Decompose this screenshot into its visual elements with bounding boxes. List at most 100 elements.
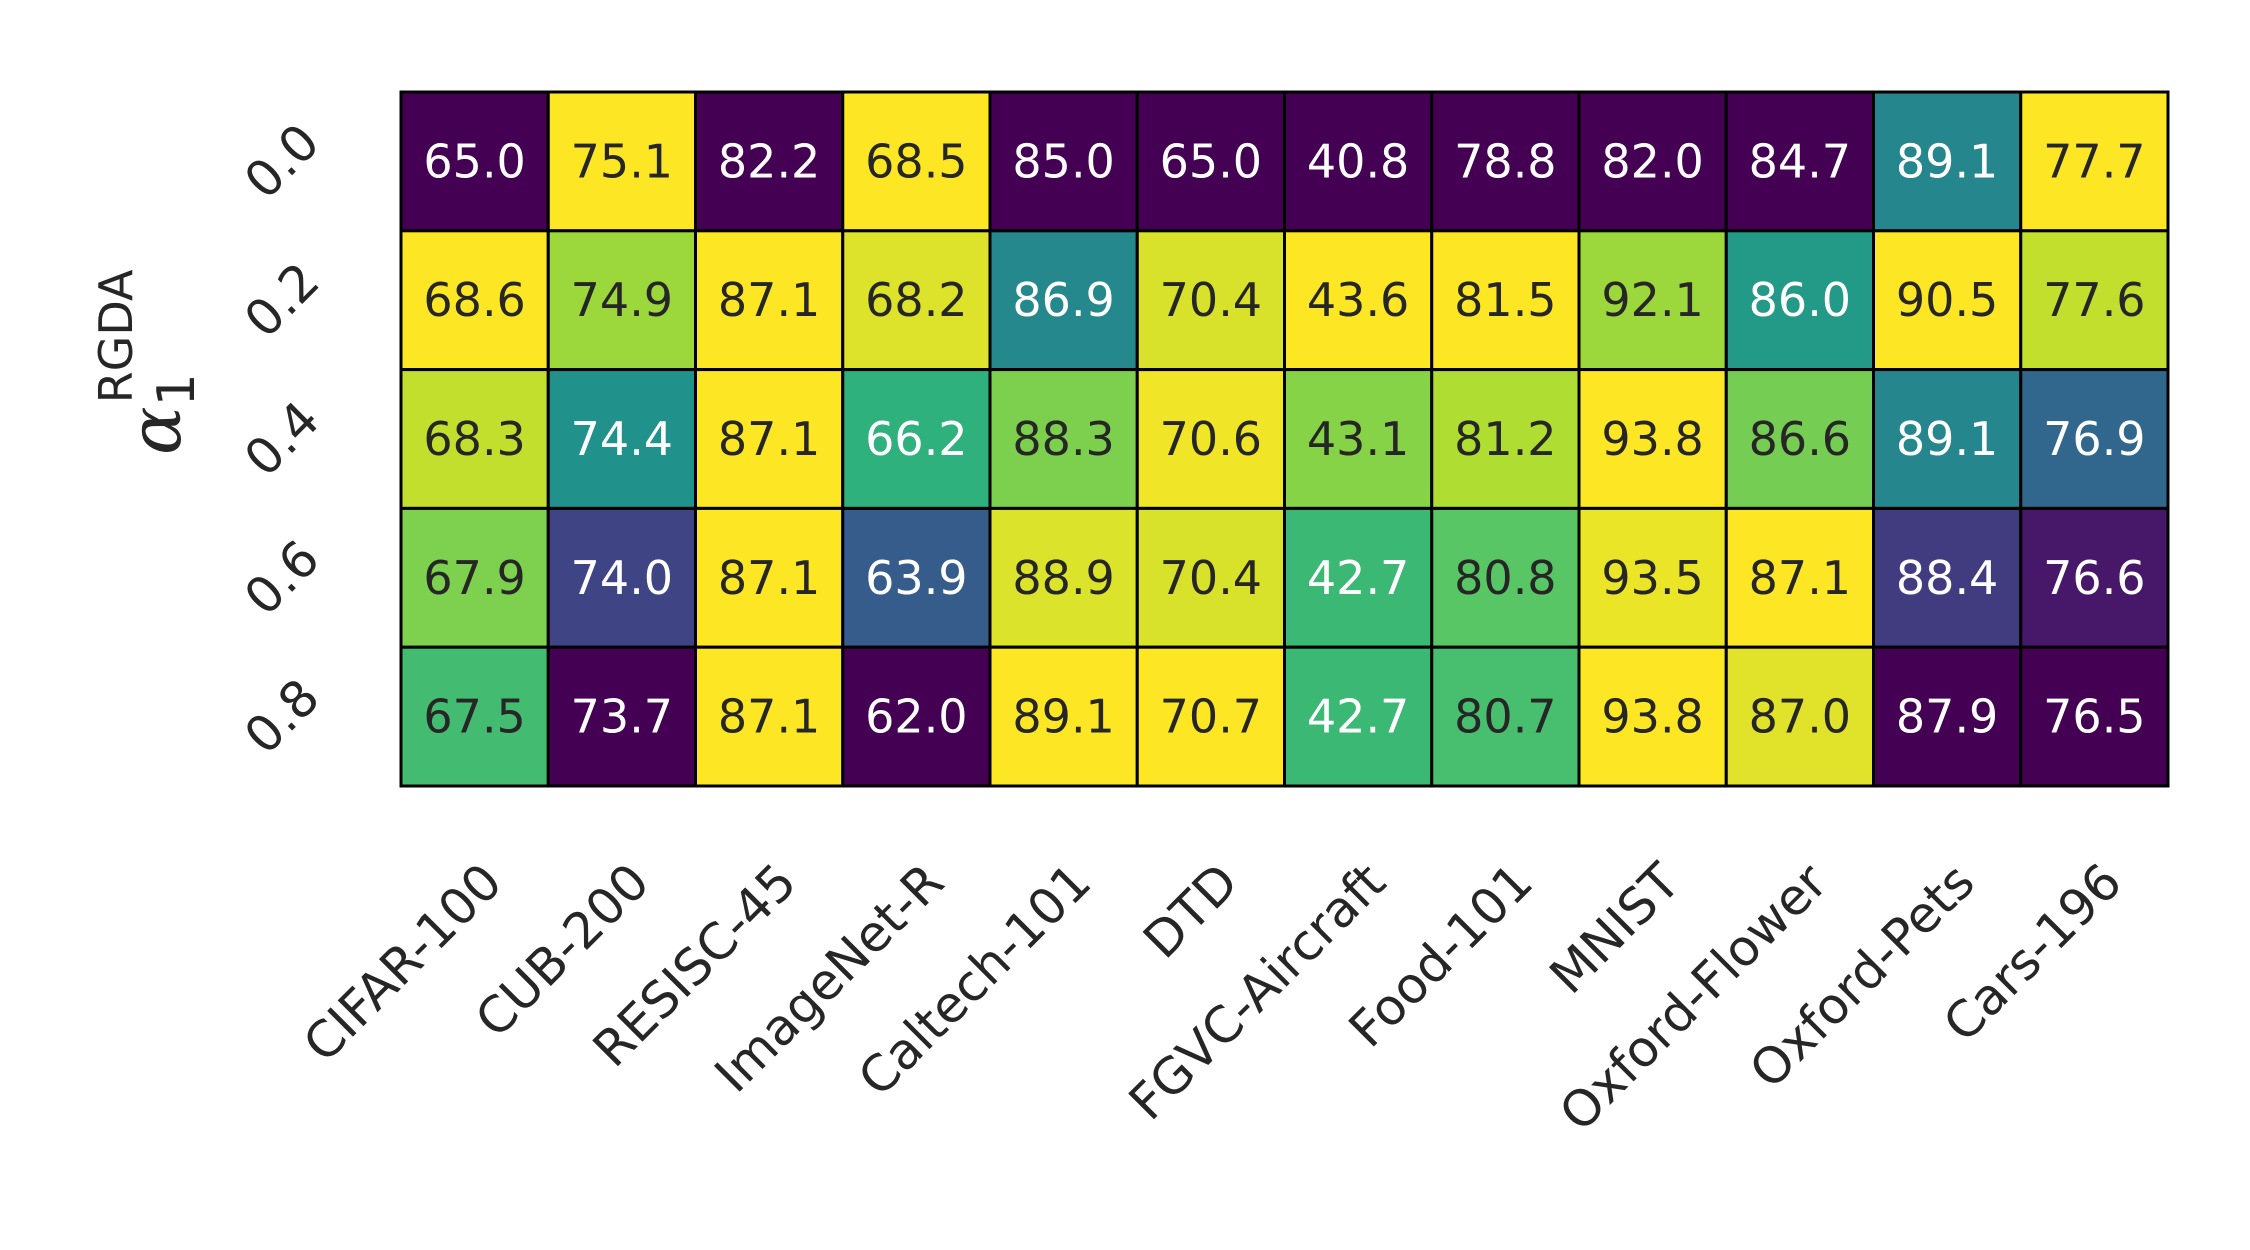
column-tick-label-9: Oxford-Flower bbox=[1548, 852, 1838, 1142]
heatmap-value-r1-c5: 70.4 bbox=[1160, 273, 1262, 327]
heatmap-value-r1-c6: 43.6 bbox=[1307, 273, 1409, 327]
heatmap-cell-r3-c3 bbox=[841, 506, 992, 649]
heatmap-value-r4-c0: 67.5 bbox=[423, 690, 525, 744]
row-tick-labels: 0.0 0.2 0.4 0.6 0.8 bbox=[233, 113, 330, 765]
heatmap-value-r2-c1: 74.4 bbox=[571, 412, 673, 466]
heatmap-value-r0-c4: 85.0 bbox=[1012, 134, 1114, 188]
heatmap-value-r0-c5: 65.0 bbox=[1160, 134, 1262, 188]
heatmap-cell-r1-c0 bbox=[399, 229, 550, 372]
heatmap-value-r0-c8: 82.0 bbox=[1601, 134, 1703, 188]
heatmap-value-r4-c8: 93.8 bbox=[1601, 690, 1703, 744]
heatmap-value-r1-c4: 86.9 bbox=[1012, 273, 1114, 327]
y-axis-label: α1RGDA bbox=[89, 269, 207, 455]
column-tick-label-6: FGVC-Aircraft bbox=[1118, 852, 1397, 1131]
row-tick-label-3: 0.6 bbox=[233, 529, 330, 626]
heatmap-value-r0-c3: 68.5 bbox=[865, 134, 967, 188]
heatmap-cell-r1-c8 bbox=[1577, 229, 1728, 372]
heatmap-value-r4-c11: 76.5 bbox=[2043, 690, 2145, 744]
heatmap-cell-r2-c5 bbox=[1135, 368, 1286, 510]
heatmap-cell-r1-c7 bbox=[1430, 229, 1581, 372]
heatmap-value-r1-c8: 92.1 bbox=[1601, 273, 1703, 327]
heatmap-value-r0-c6: 40.8 bbox=[1307, 134, 1409, 188]
heatmap-value-r1-c2: 87.1 bbox=[718, 273, 820, 327]
heatmap-cell-r3-c7 bbox=[1430, 506, 1581, 649]
heatmap-cell-r4-c1 bbox=[546, 645, 697, 788]
heatmap-cell-r2-c1 bbox=[546, 368, 697, 510]
heatmap-cell-r2-c4 bbox=[988, 368, 1139, 510]
heatmap-cell-r0-c1 bbox=[546, 90, 697, 233]
row-tick-label-0: 0.0 bbox=[233, 113, 330, 210]
heatmap-value-r3-c3: 63.9 bbox=[865, 551, 967, 605]
heatmap-value-r1-c7: 81.5 bbox=[1454, 273, 1556, 327]
row-tick-label-1: 0.2 bbox=[233, 252, 330, 349]
heatmap-cell-r1-c2 bbox=[694, 229, 845, 372]
heatmap-cell-r3-c9 bbox=[1724, 506, 1875, 649]
heatmap-cell-r3-c5 bbox=[1135, 506, 1286, 649]
heatmap-cells: 65.0 68.6 68.3 67.9 67.5 75.1 74.9 74.4 74.0 73.7… bbox=[399, 90, 2170, 788]
heatmap-cell-r0-c7 bbox=[1430, 90, 1581, 233]
row-tick-label-4: 0.8 bbox=[233, 668, 330, 765]
heatmap-value-r3-c6: 42.7 bbox=[1307, 551, 1409, 605]
heatmap-value-r4-c2: 87.1 bbox=[718, 690, 820, 744]
heatmap-value-r1-c1: 74.9 bbox=[571, 273, 673, 327]
heatmap-cell-r0-c0 bbox=[399, 90, 550, 233]
heatmap-value-r1-c0: 68.6 bbox=[423, 273, 525, 327]
heatmap-value-r4-c1: 73.7 bbox=[571, 690, 673, 744]
heatmap-value-r4-c5: 70.7 bbox=[1160, 690, 1262, 744]
heatmap-value-r2-c10: 89.1 bbox=[1896, 412, 1998, 466]
column-tick-label-5: DTD bbox=[1132, 852, 1249, 969]
heatmap-value-r4-c3: 62.0 bbox=[865, 690, 967, 744]
heatmap-cell-r0-c3 bbox=[841, 90, 992, 233]
heatmap-cell-r1-c4 bbox=[988, 229, 1139, 372]
heatmap-value-r4-c9: 87.0 bbox=[1749, 690, 1851, 744]
heatmap-value-r2-c8: 93.8 bbox=[1601, 412, 1703, 466]
heatmap-cell-r4-c9 bbox=[1724, 645, 1875, 788]
heatmap-cell-r4-c10 bbox=[1872, 645, 2023, 788]
heatmap-cell-r2-c3 bbox=[841, 368, 992, 510]
heatmap-value-r0-c2: 82.2 bbox=[718, 134, 820, 188]
heatmap-cell-r2-c9 bbox=[1724, 368, 1875, 510]
heatmap-cell-r3-c11 bbox=[2019, 506, 2170, 649]
row-tick-label-2: 0.4 bbox=[233, 390, 330, 487]
heatmap-value-r0-c9: 84.7 bbox=[1749, 134, 1851, 188]
heatmap-value-r1-c10: 90.5 bbox=[1896, 273, 1998, 327]
y-axis-label-superscript: RGDA bbox=[89, 269, 143, 403]
heatmap-cell-r2-c0 bbox=[399, 368, 550, 510]
y-axis-label-subscript: 1 bbox=[147, 373, 207, 406]
heatmap-value-r0-c11: 77.7 bbox=[2043, 134, 2145, 188]
heatmap-cell-r4-c7 bbox=[1430, 645, 1581, 788]
heatmap-cell-r1-c9 bbox=[1724, 229, 1875, 372]
heatmap-value-r3-c1: 74.0 bbox=[571, 551, 673, 605]
heatmap-value-r0-c1: 75.1 bbox=[571, 134, 673, 188]
heatmap-value-r4-c4: 89.1 bbox=[1012, 690, 1114, 744]
heatmap-value-r1-c3: 68.2 bbox=[865, 273, 967, 327]
heatmap-value-r1-c11: 77.6 bbox=[2043, 273, 2145, 327]
heatmap-cell-r0-c4 bbox=[988, 90, 1139, 233]
heatmap-value-r3-c9: 87.1 bbox=[1749, 551, 1851, 605]
heatmap-value-r4-c7: 80.7 bbox=[1454, 690, 1556, 744]
heatmap-value-r3-c10: 88.4 bbox=[1896, 551, 1998, 605]
heatmap-cell-r4-c3 bbox=[841, 645, 992, 788]
heatmap-value-r0-c10: 89.1 bbox=[1896, 134, 1998, 188]
heatmap-value-r3-c4: 88.9 bbox=[1012, 551, 1114, 605]
heatmap-value-r0-c0: 65.0 bbox=[423, 134, 525, 188]
heatmap-value-r2-c6: 43.1 bbox=[1307, 412, 1409, 466]
heatmap-value-r3-c5: 70.4 bbox=[1160, 551, 1262, 605]
heatmap-value-r3-c8: 93.5 bbox=[1601, 551, 1703, 605]
heatmap-value-r2-c5: 70.6 bbox=[1160, 412, 1262, 466]
heatmap-value-r2-c7: 81.2 bbox=[1454, 412, 1556, 466]
heatmap-cell-r3-c2 bbox=[694, 506, 845, 649]
heatmap-cell-r2-c10 bbox=[1872, 368, 2023, 510]
heatmap-cell-r2-c8 bbox=[1577, 368, 1728, 510]
heatmap-value-r2-c2: 87.1 bbox=[718, 412, 820, 466]
heatmap-cell-r3-c10 bbox=[1872, 506, 2023, 649]
heatmap-value-r3-c0: 67.9 bbox=[423, 551, 525, 605]
heatmap-value-r3-c7: 80.8 bbox=[1454, 551, 1556, 605]
heatmap-value-r2-c9: 86.6 bbox=[1749, 412, 1851, 466]
heatmap-value-r3-c11: 76.6 bbox=[2043, 551, 2145, 605]
heatmap-value-r2-c4: 88.3 bbox=[1012, 412, 1114, 466]
y-axis-label-symbol: α bbox=[113, 406, 197, 455]
heatmap-value-r2-c3: 66.2 bbox=[865, 412, 967, 466]
heatmap-cell-r4-c8 bbox=[1577, 645, 1728, 788]
